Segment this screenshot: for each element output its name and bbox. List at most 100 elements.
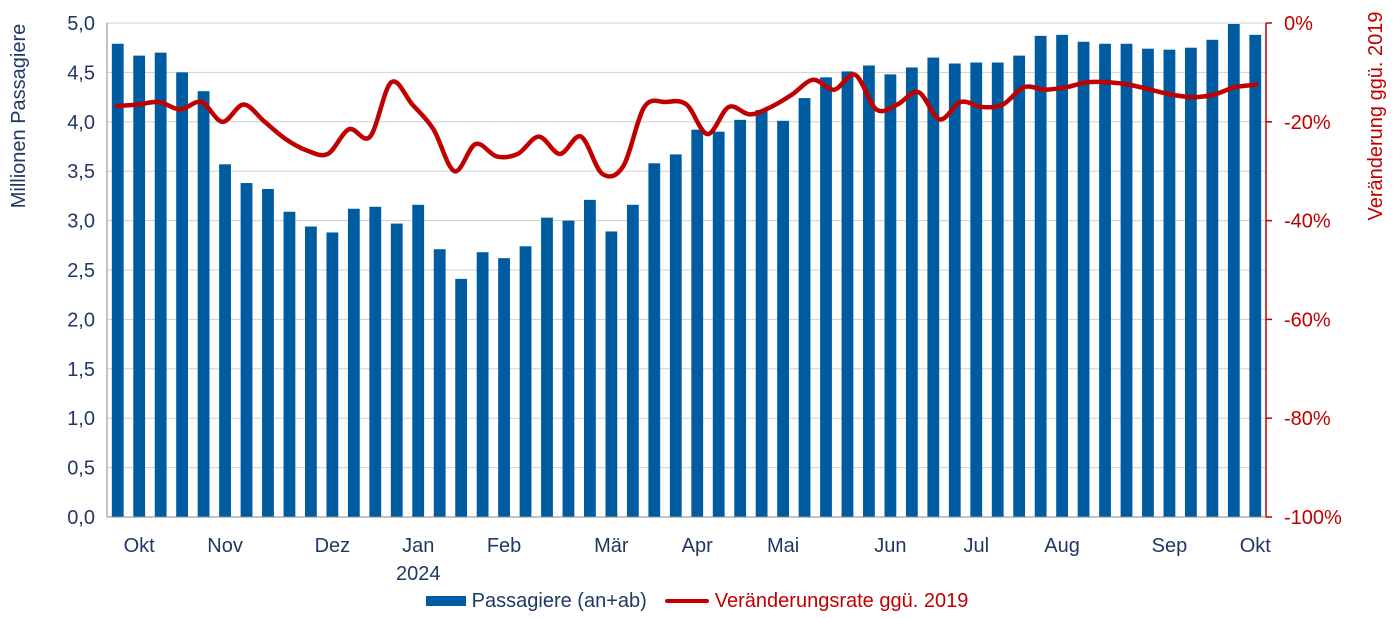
bar <box>863 65 875 517</box>
bar <box>605 231 618 517</box>
bar <box>1184 47 1197 517</box>
legend: Passagiere (an+ab) Veränderungsrate ggü.… <box>0 586 1394 616</box>
legend-item-change-rate: Veränderungsrate ggü. 2019 <box>664 589 969 613</box>
y-axis-left-tick-label: 0,5 <box>67 458 95 480</box>
y-axis-right-tick-label: -80% <box>1284 408 1331 430</box>
line-series <box>114 72 1259 179</box>
bar <box>1034 35 1047 518</box>
bar <box>841 71 854 518</box>
x-axis-year-label: 2024 <box>396 563 441 585</box>
bar <box>991 62 1004 518</box>
bar <box>133 55 146 517</box>
y-axis-left-tick-label: 5,0 <box>67 13 95 35</box>
bar <box>884 74 897 517</box>
bar <box>584 199 596 518</box>
x-axis-tick-label: Aug <box>1044 535 1080 557</box>
y-axis-right-label: Veränderung ggü. 2019 <box>1365 11 1387 220</box>
passenger-chart: 0,0 0,5 1,0 1,5 2,0 2,5 3,0 3,5 4,0 4,5 5,0 -100% -… <box>8 11 1387 585</box>
x-axis-tick-label: Feb <box>487 535 521 557</box>
y-axis-left-tick-label: 1,0 <box>67 408 95 430</box>
x-axis-tick-label: Jul <box>963 535 989 557</box>
bar <box>455 278 468 517</box>
bar <box>111 43 124 518</box>
legend-swatch-line <box>664 599 709 603</box>
bar <box>197 91 210 517</box>
bar <box>347 208 360 517</box>
bar <box>648 163 661 517</box>
bar <box>326 232 339 517</box>
bar <box>283 211 296 517</box>
bar <box>412 204 425 518</box>
x-axis-tick-label: Sep <box>1152 535 1188 557</box>
bar <box>691 129 704 518</box>
bar <box>262 188 274 517</box>
bar <box>154 52 167 517</box>
bar <box>390 223 403 517</box>
y-axis-left-tick-label: 0,0 <box>67 507 95 529</box>
y-axis-left-tick-label: 4,0 <box>67 112 95 134</box>
y-axis-right-tick-label: -100% <box>1284 507 1342 529</box>
gridlines <box>107 22 1266 518</box>
bar <box>476 252 489 517</box>
x-axis-tick-label: Jun <box>874 535 906 557</box>
bar <box>1099 43 1111 518</box>
bar <box>176 72 189 518</box>
bar <box>304 226 317 517</box>
bar <box>905 67 918 518</box>
x-axis-labels: Okt Nov Dez Jan Feb Mär Apr Mai Jun Jul Aug Sep Okt 2… <box>124 535 1272 585</box>
legend-label-change-rate: Veränderungsrate ggü. 2019 <box>714 589 969 612</box>
bar <box>541 217 553 518</box>
y-axis-left-tick-label: 3,5 <box>67 161 95 183</box>
y-axis-left-tick-label: 2,5 <box>67 260 95 282</box>
bar <box>970 62 983 518</box>
y-axis-left-tick-label: 3,0 <box>67 211 95 233</box>
y-axis-left-ticks: 0,0 0,5 1,0 1,5 2,0 2,5 3,0 3,5 4,0 4,5 5,0 <box>67 13 95 529</box>
x-axis-tick-label: Nov <box>207 535 243 557</box>
legend-item-passengers: Passagiere (an+ab) <box>425 589 647 613</box>
x-axis-tick-label: Jan <box>402 535 434 557</box>
bar <box>1077 41 1090 517</box>
y-axis-right-tick-label: -60% <box>1284 309 1331 331</box>
series-line-change-rate <box>114 72 1259 179</box>
x-axis-tick-label: Okt <box>1240 535 1272 557</box>
legend-swatch-bar <box>425 596 466 606</box>
y-axis-right-ticks: -100% -80% -60% -40% -20% 0% <box>1284 13 1342 529</box>
y-axis-right-tick-label: 0% <box>1284 13 1313 35</box>
y-axis-left-tick-label: 2,0 <box>67 309 95 331</box>
y-axis-right-tick-label: -20% <box>1284 112 1331 134</box>
x-axis-tick-label: Mär <box>594 535 629 557</box>
bar <box>519 246 532 517</box>
bar <box>498 258 510 517</box>
bar <box>1163 49 1176 518</box>
bar <box>1013 55 1026 517</box>
bar <box>820 77 832 517</box>
bar <box>798 98 811 517</box>
bar <box>1120 43 1133 518</box>
bar <box>240 183 253 517</box>
bar <box>948 63 961 518</box>
y-axis-left-tick-label: 1,5 <box>67 359 95 381</box>
bar <box>1206 39 1219 518</box>
y-axis-left-label: Millionen Passagiere <box>8 24 30 209</box>
bar <box>433 249 446 517</box>
bar-series <box>111 23 1262 518</box>
legend-label-passengers: Passagiere (an+ab) <box>471 589 647 612</box>
x-axis-tick-label: Mai <box>767 535 799 557</box>
bar <box>1142 48 1154 518</box>
bar <box>369 206 382 517</box>
bar <box>927 57 940 518</box>
bar <box>562 220 575 517</box>
bar <box>712 131 725 517</box>
y-axis-left-tick-label: 4,5 <box>67 62 95 84</box>
x-axis-tick-label: Okt <box>124 535 156 557</box>
x-axis-tick-label: Apr <box>682 535 713 557</box>
bar <box>1227 23 1240 517</box>
bar <box>1249 34 1262 518</box>
bar <box>219 164 231 517</box>
bar <box>755 109 768 517</box>
bar <box>734 119 747 517</box>
bar <box>626 204 639 518</box>
axes <box>106 22 1272 518</box>
bar <box>777 120 789 517</box>
bar <box>1056 34 1069 518</box>
